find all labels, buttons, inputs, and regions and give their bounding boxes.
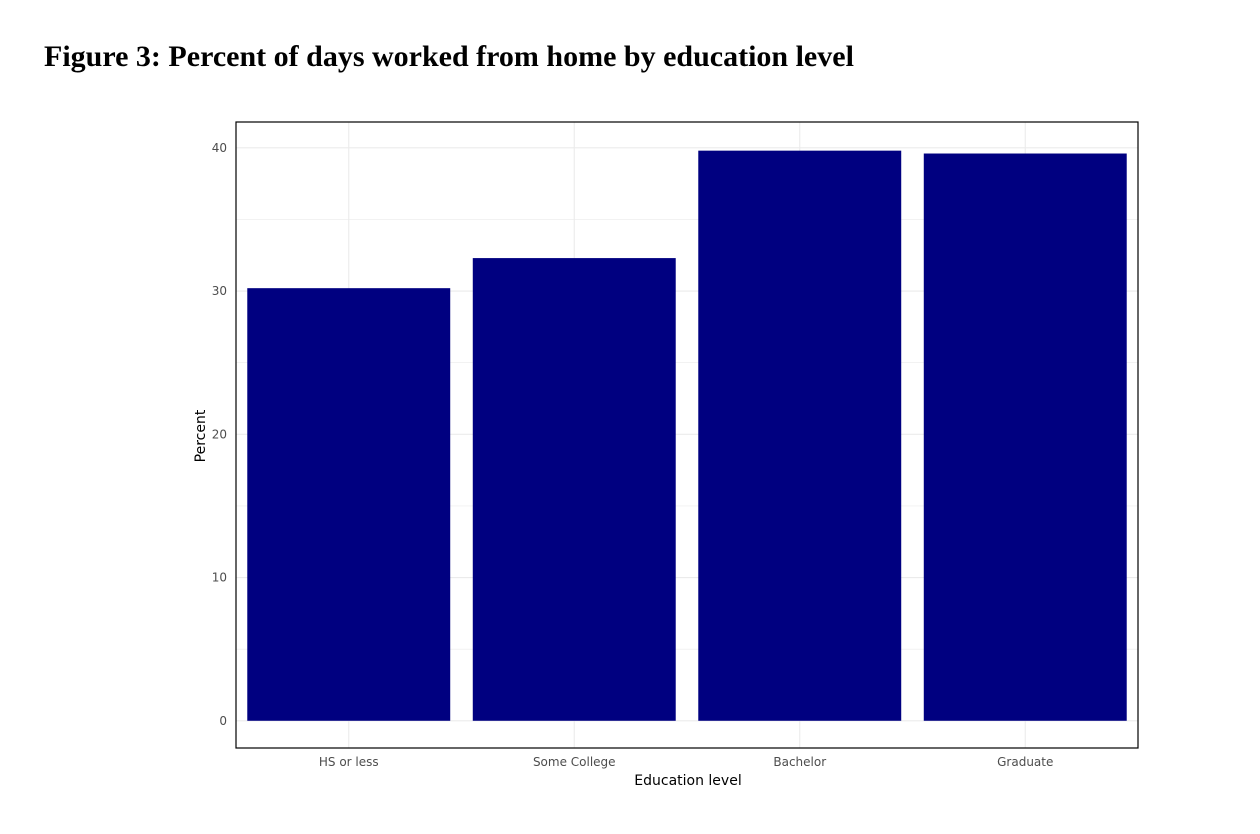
y-tick-label: 30 bbox=[212, 284, 227, 298]
bar bbox=[698, 150, 902, 721]
x-tick-label: Some College bbox=[533, 755, 616, 769]
y-tick-label: 40 bbox=[212, 141, 227, 155]
tick-labels: 0 10 20 30 40 HS or less Some College Bachelor G… bbox=[212, 141, 1054, 769]
bar bbox=[247, 288, 451, 721]
plot-panel-border bbox=[235, 121, 1139, 749]
x-tick-label: Graduate bbox=[997, 755, 1053, 769]
y-tick-label: 20 bbox=[212, 427, 227, 441]
x-tick-label: HS or less bbox=[319, 755, 379, 769]
x-axis-title: Education level bbox=[634, 773, 741, 789]
y-axis-title: Percent bbox=[193, 409, 209, 462]
y-tick-label: 0 bbox=[219, 714, 227, 728]
bar bbox=[472, 258, 676, 721]
bar bbox=[923, 153, 1127, 721]
axes bbox=[235, 121, 1139, 749]
figure-title: Figure 3: Percent of days worked from ho… bbox=[44, 40, 854, 73]
x-tick-label: Bachelor bbox=[773, 755, 826, 769]
bars bbox=[247, 150, 1127, 721]
y-tick-label: 10 bbox=[212, 571, 227, 585]
